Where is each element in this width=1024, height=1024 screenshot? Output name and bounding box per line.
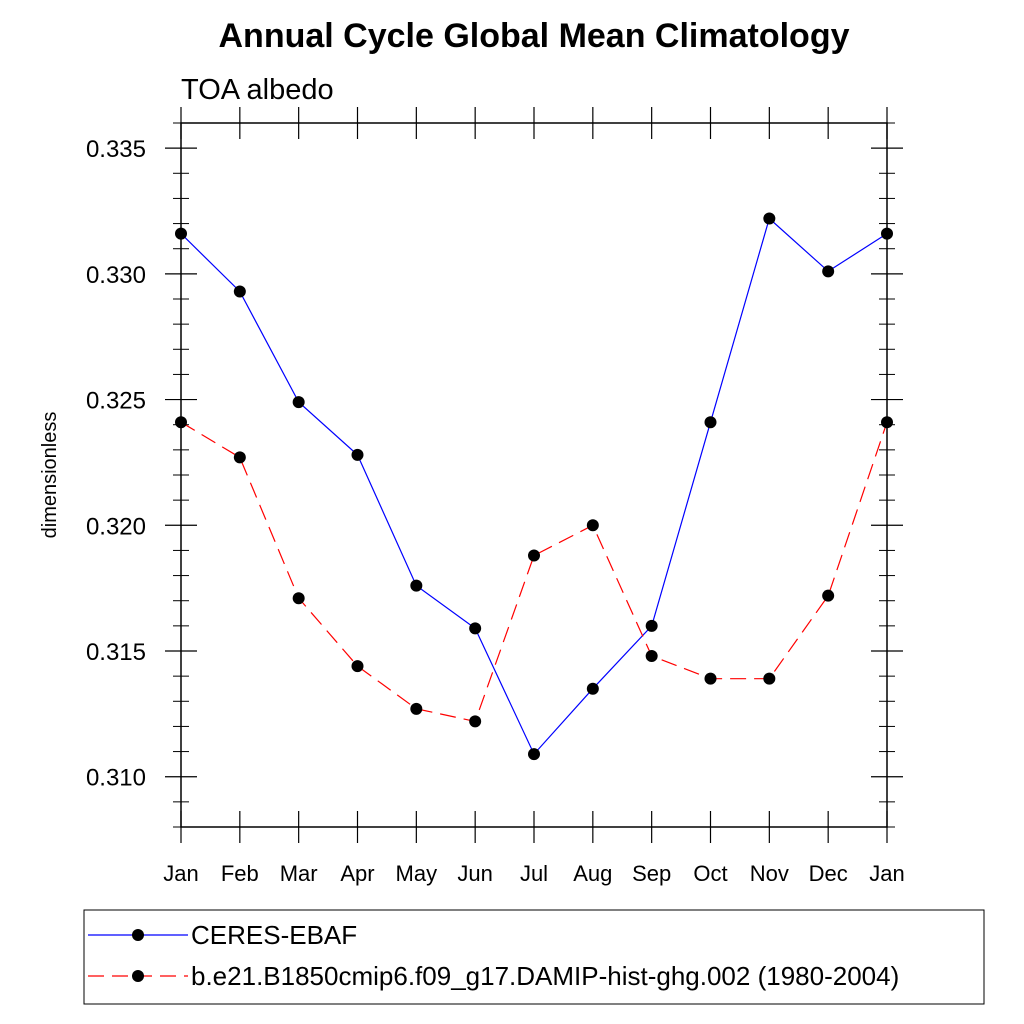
x-tick-label: Jul — [520, 861, 548, 886]
series-markers — [175, 212, 893, 761]
legend-marker-model — [132, 970, 144, 982]
data-point-series-1 — [351, 660, 364, 673]
data-point-series-0 — [586, 682, 599, 695]
series-lines — [180, 217, 888, 756]
series-line-1 — [180, 421, 888, 723]
data-point-series-0 — [233, 285, 246, 298]
x-tick-label: Nov — [750, 861, 789, 886]
data-point-series-0 — [645, 619, 658, 632]
x-tick-label: Feb — [221, 861, 259, 886]
legend: CERES-EBAF b.e21.B1850cmip6.f09_g17.DAMI… — [83, 909, 985, 1005]
x-tick-label: Sep — [632, 861, 671, 886]
data-point-series-0 — [881, 227, 893, 240]
x-tick-label: Dec — [809, 861, 848, 886]
x-tick-label: Jun — [457, 861, 492, 886]
x-tick-label: Oct — [693, 861, 727, 886]
data-point-series-1 — [586, 519, 599, 532]
legend-label-model: b.e21.B1850cmip6.f09_g17.DAMIP-hist-ghg.… — [191, 961, 899, 991]
y-tick-label: 0.310 — [86, 765, 146, 792]
data-point-series-1 — [175, 416, 187, 429]
y-tick-label: 0.330 — [86, 262, 146, 289]
data-point-series-0 — [822, 265, 835, 278]
chart-title: Annual Cycle Global Mean Climatology — [219, 17, 850, 55]
chart-subtitle: TOA albedo — [181, 74, 334, 106]
data-point-series-1 — [233, 451, 246, 464]
y-tick-label: 0.335 — [86, 136, 146, 163]
y-tick-labels: 0.310 0.315 0.320 0.325 0.330 0.335 — [86, 136, 146, 792]
data-point-series-1 — [410, 702, 423, 715]
y-axis-label: dimensionless — [39, 412, 61, 539]
data-point-series-0 — [351, 448, 364, 461]
legend-box — [83, 909, 985, 1005]
data-point-series-0 — [469, 622, 482, 635]
data-point-series-1 — [528, 549, 540, 562]
x-tick-labels: Jan Feb Mar Apr May Jun Jul Aug Sep Oct Nov Dec Jan — [163, 861, 904, 886]
data-point-series-1 — [469, 715, 482, 728]
data-point-series-1 — [822, 589, 835, 602]
legend-label-ceres: CERES-EBAF — [191, 920, 357, 950]
x-tick-label: May — [396, 861, 438, 886]
x-tick-label: Jan — [869, 861, 904, 886]
data-point-series-0 — [528, 748, 540, 761]
data-point-series-0 — [175, 227, 187, 240]
data-point-series-0 — [410, 579, 423, 592]
data-point-series-0 — [292, 396, 305, 409]
data-point-series-0 — [763, 212, 776, 225]
y-tick-label: 0.315 — [86, 639, 146, 666]
axis-ticks — [165, 107, 903, 843]
data-point-series-1 — [645, 650, 658, 663]
x-tick-label: Apr — [340, 861, 374, 886]
data-point-series-1 — [763, 672, 776, 685]
series-line-0 — [180, 217, 888, 756]
y-tick-label: 0.320 — [86, 513, 146, 540]
data-point-series-0 — [704, 416, 717, 429]
x-tick-label: Mar — [280, 861, 318, 886]
y-tick-label: 0.325 — [86, 388, 146, 415]
x-tick-label: Jan — [163, 861, 198, 886]
x-tick-label: Aug — [573, 861, 612, 886]
legend-marker-ceres — [132, 929, 144, 941]
data-point-series-1 — [881, 416, 893, 429]
data-point-series-1 — [704, 672, 717, 685]
data-point-series-1 — [292, 592, 305, 605]
